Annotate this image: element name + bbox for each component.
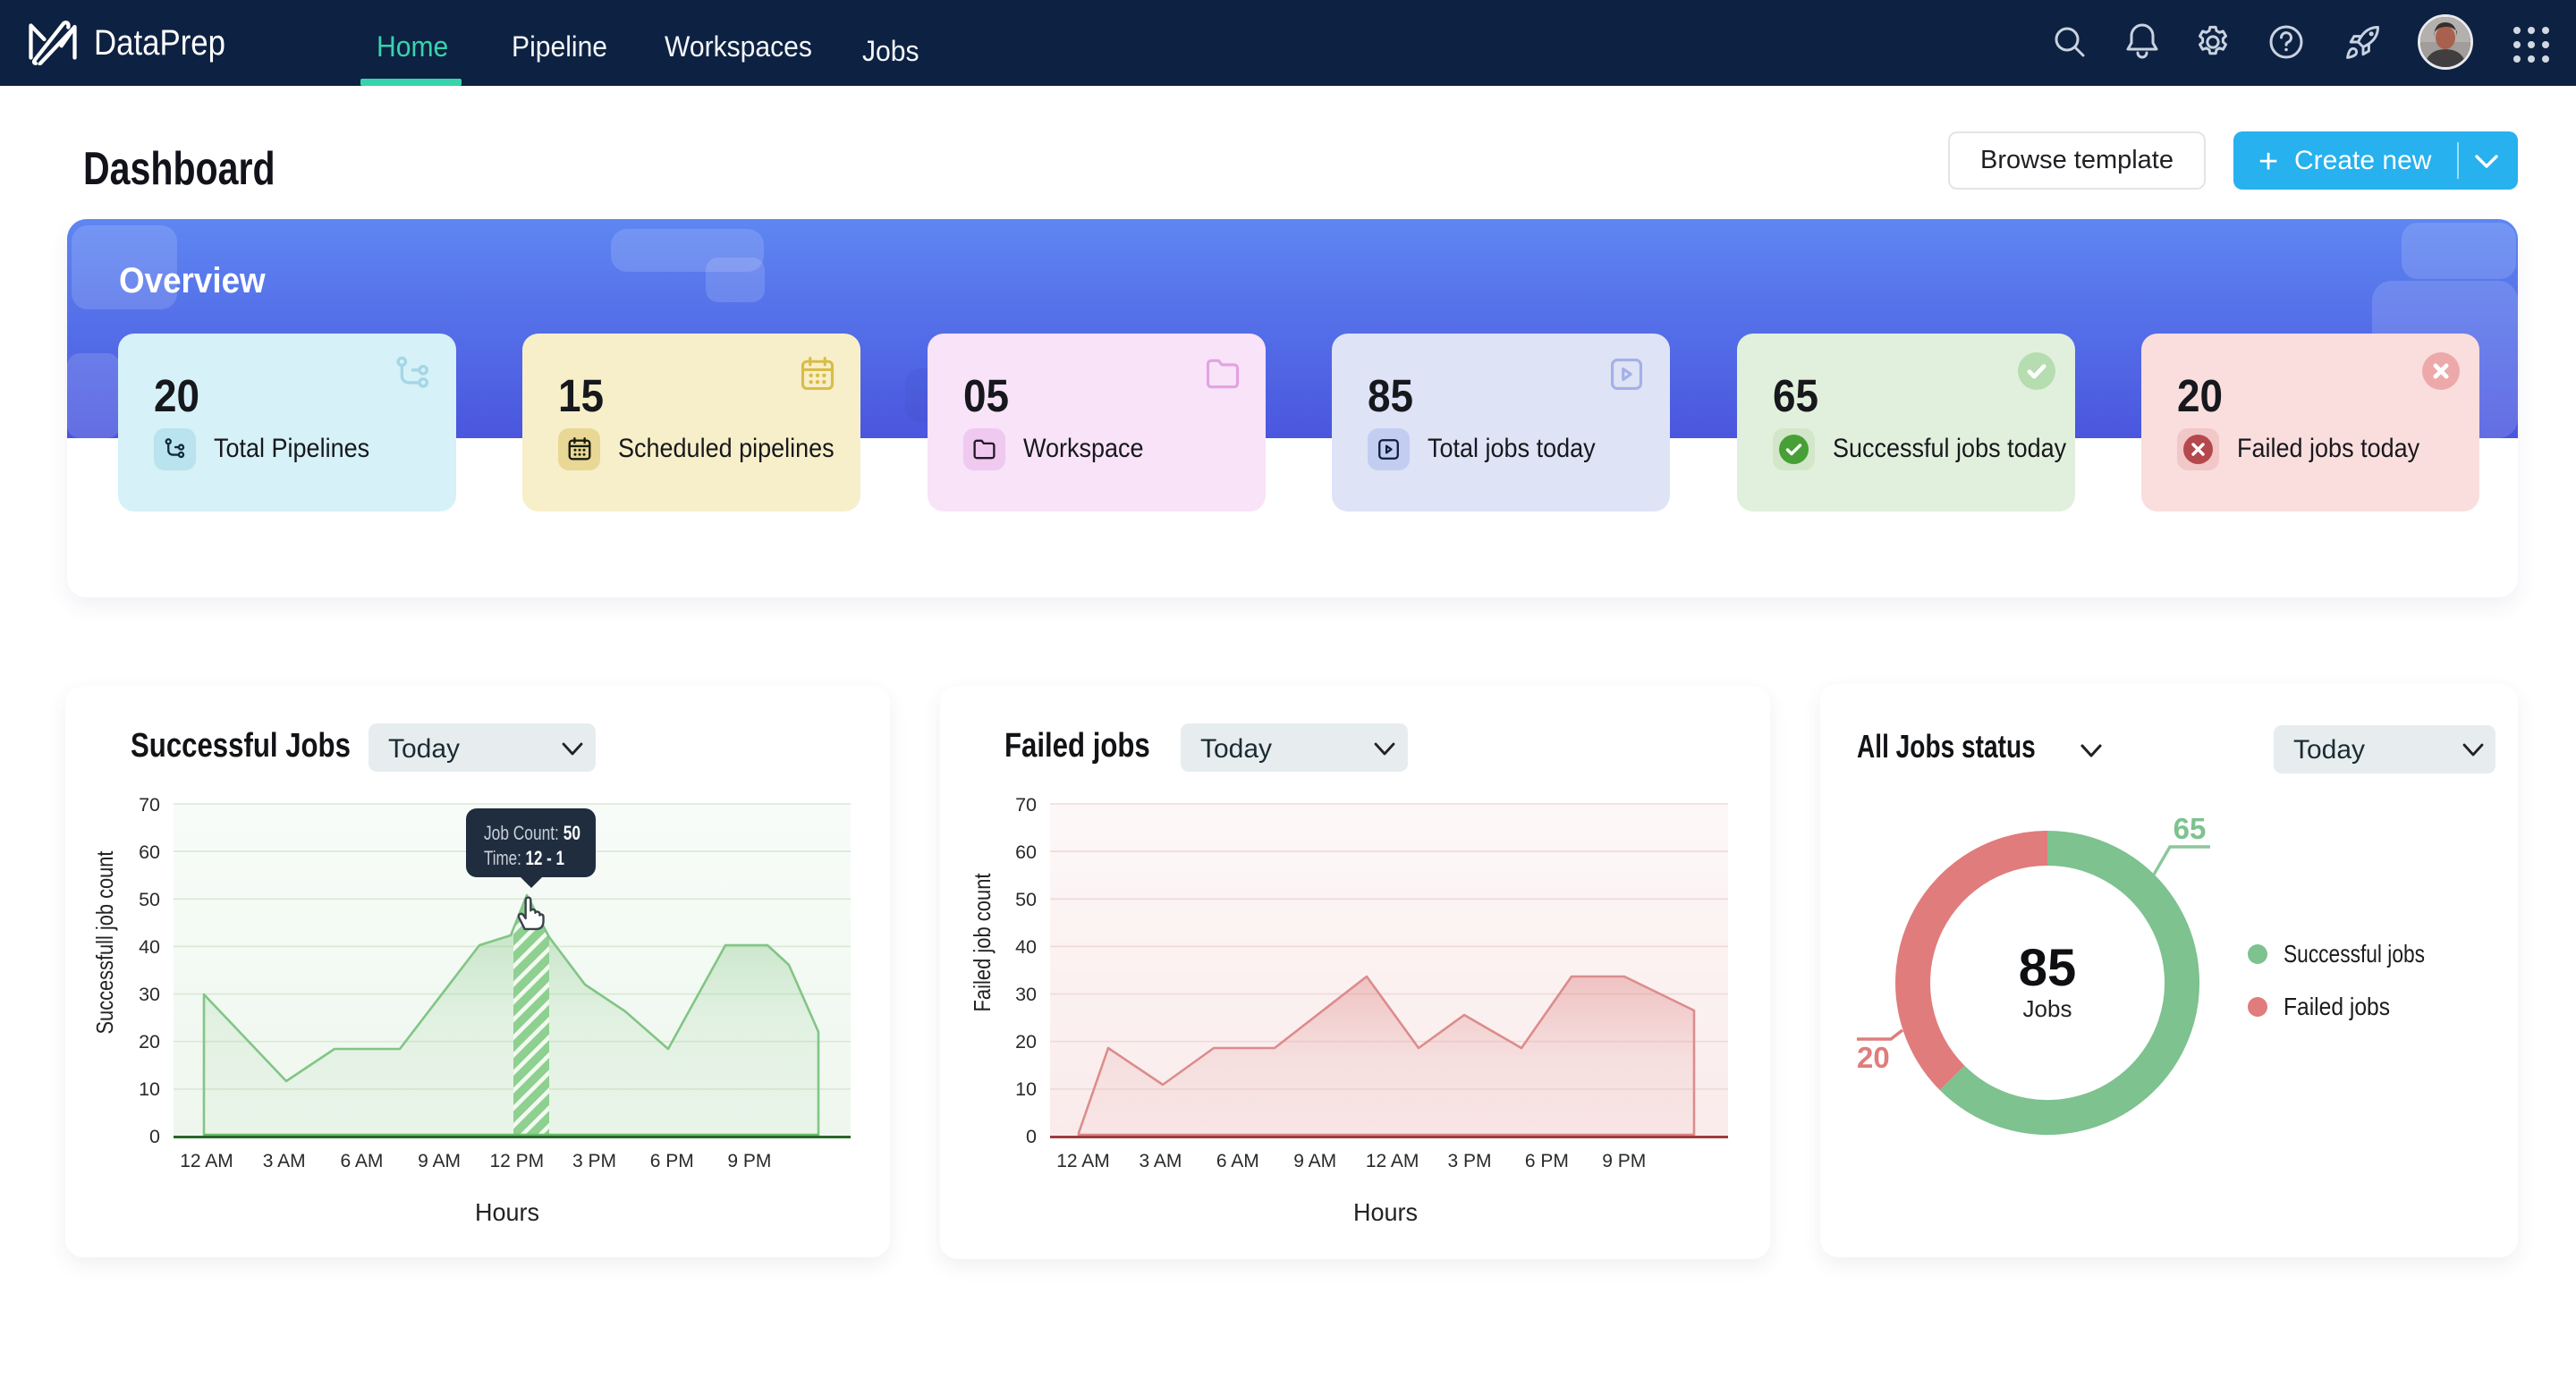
svg-text:Successfull job count: Successfull job count (91, 850, 118, 1035)
svg-text:20: 20 (1015, 1031, 1037, 1053)
svg-text:20: 20 (139, 1031, 160, 1053)
svg-text:60: 60 (139, 841, 160, 863)
svg-text:Time: 12 - 1: Time: 12 - 1 (484, 847, 564, 869)
svg-text:Jobs: Jobs (2023, 995, 2072, 1022)
svg-text:70: 70 (139, 794, 160, 816)
svg-text:10: 10 (139, 1078, 160, 1100)
svg-text:65: 65 (2174, 812, 2207, 845)
svg-text:70: 70 (1015, 794, 1037, 816)
svg-text:Hours: Hours (475, 1198, 539, 1226)
svg-text:60: 60 (1015, 841, 1037, 863)
svg-text:6 PM: 6 PM (1525, 1151, 1569, 1171)
svg-text:40: 40 (139, 936, 160, 958)
svg-text:Job Count: 50: Job Count: 50 (484, 822, 580, 844)
svg-text:6 AM: 6 AM (340, 1151, 383, 1171)
svg-text:85: 85 (2019, 939, 2077, 997)
svg-text:12 AM: 12 AM (180, 1151, 233, 1171)
svg-text:0: 0 (1026, 1126, 1037, 1147)
svg-text:Failed job count: Failed job count (969, 873, 996, 1012)
svg-text:9 PM: 9 PM (1602, 1151, 1646, 1171)
svg-text:50: 50 (139, 889, 160, 910)
svg-text:12 AM: 12 AM (1366, 1151, 1419, 1171)
svg-text:6 AM: 6 AM (1216, 1151, 1259, 1171)
svg-text:9 AM: 9 AM (418, 1151, 461, 1171)
svg-text:12 PM: 12 PM (489, 1151, 544, 1171)
svg-text:3 AM: 3 AM (1139, 1151, 1182, 1171)
svg-text:9 AM: 9 AM (1293, 1151, 1336, 1171)
svg-text:Hours: Hours (1353, 1198, 1418, 1226)
svg-text:Failed jobs: Failed jobs (2284, 993, 2390, 1020)
svg-text:Successful jobs: Successful jobs (2284, 940, 2425, 968)
svg-text:6 PM: 6 PM (650, 1151, 694, 1171)
svg-text:30: 30 (1015, 984, 1037, 1005)
svg-text:10: 10 (1015, 1078, 1037, 1100)
svg-text:50: 50 (1015, 889, 1037, 910)
svg-text:3 AM: 3 AM (263, 1151, 306, 1171)
svg-text:20: 20 (1857, 1041, 1890, 1074)
svg-text:3 PM: 3 PM (572, 1151, 616, 1171)
svg-text:12 AM: 12 AM (1056, 1151, 1110, 1171)
svg-text:0: 0 (149, 1126, 160, 1147)
svg-text:3 PM: 3 PM (1447, 1151, 1491, 1171)
svg-text:40: 40 (1015, 936, 1037, 958)
svg-text:30: 30 (139, 984, 160, 1005)
svg-text:9 PM: 9 PM (727, 1151, 771, 1171)
